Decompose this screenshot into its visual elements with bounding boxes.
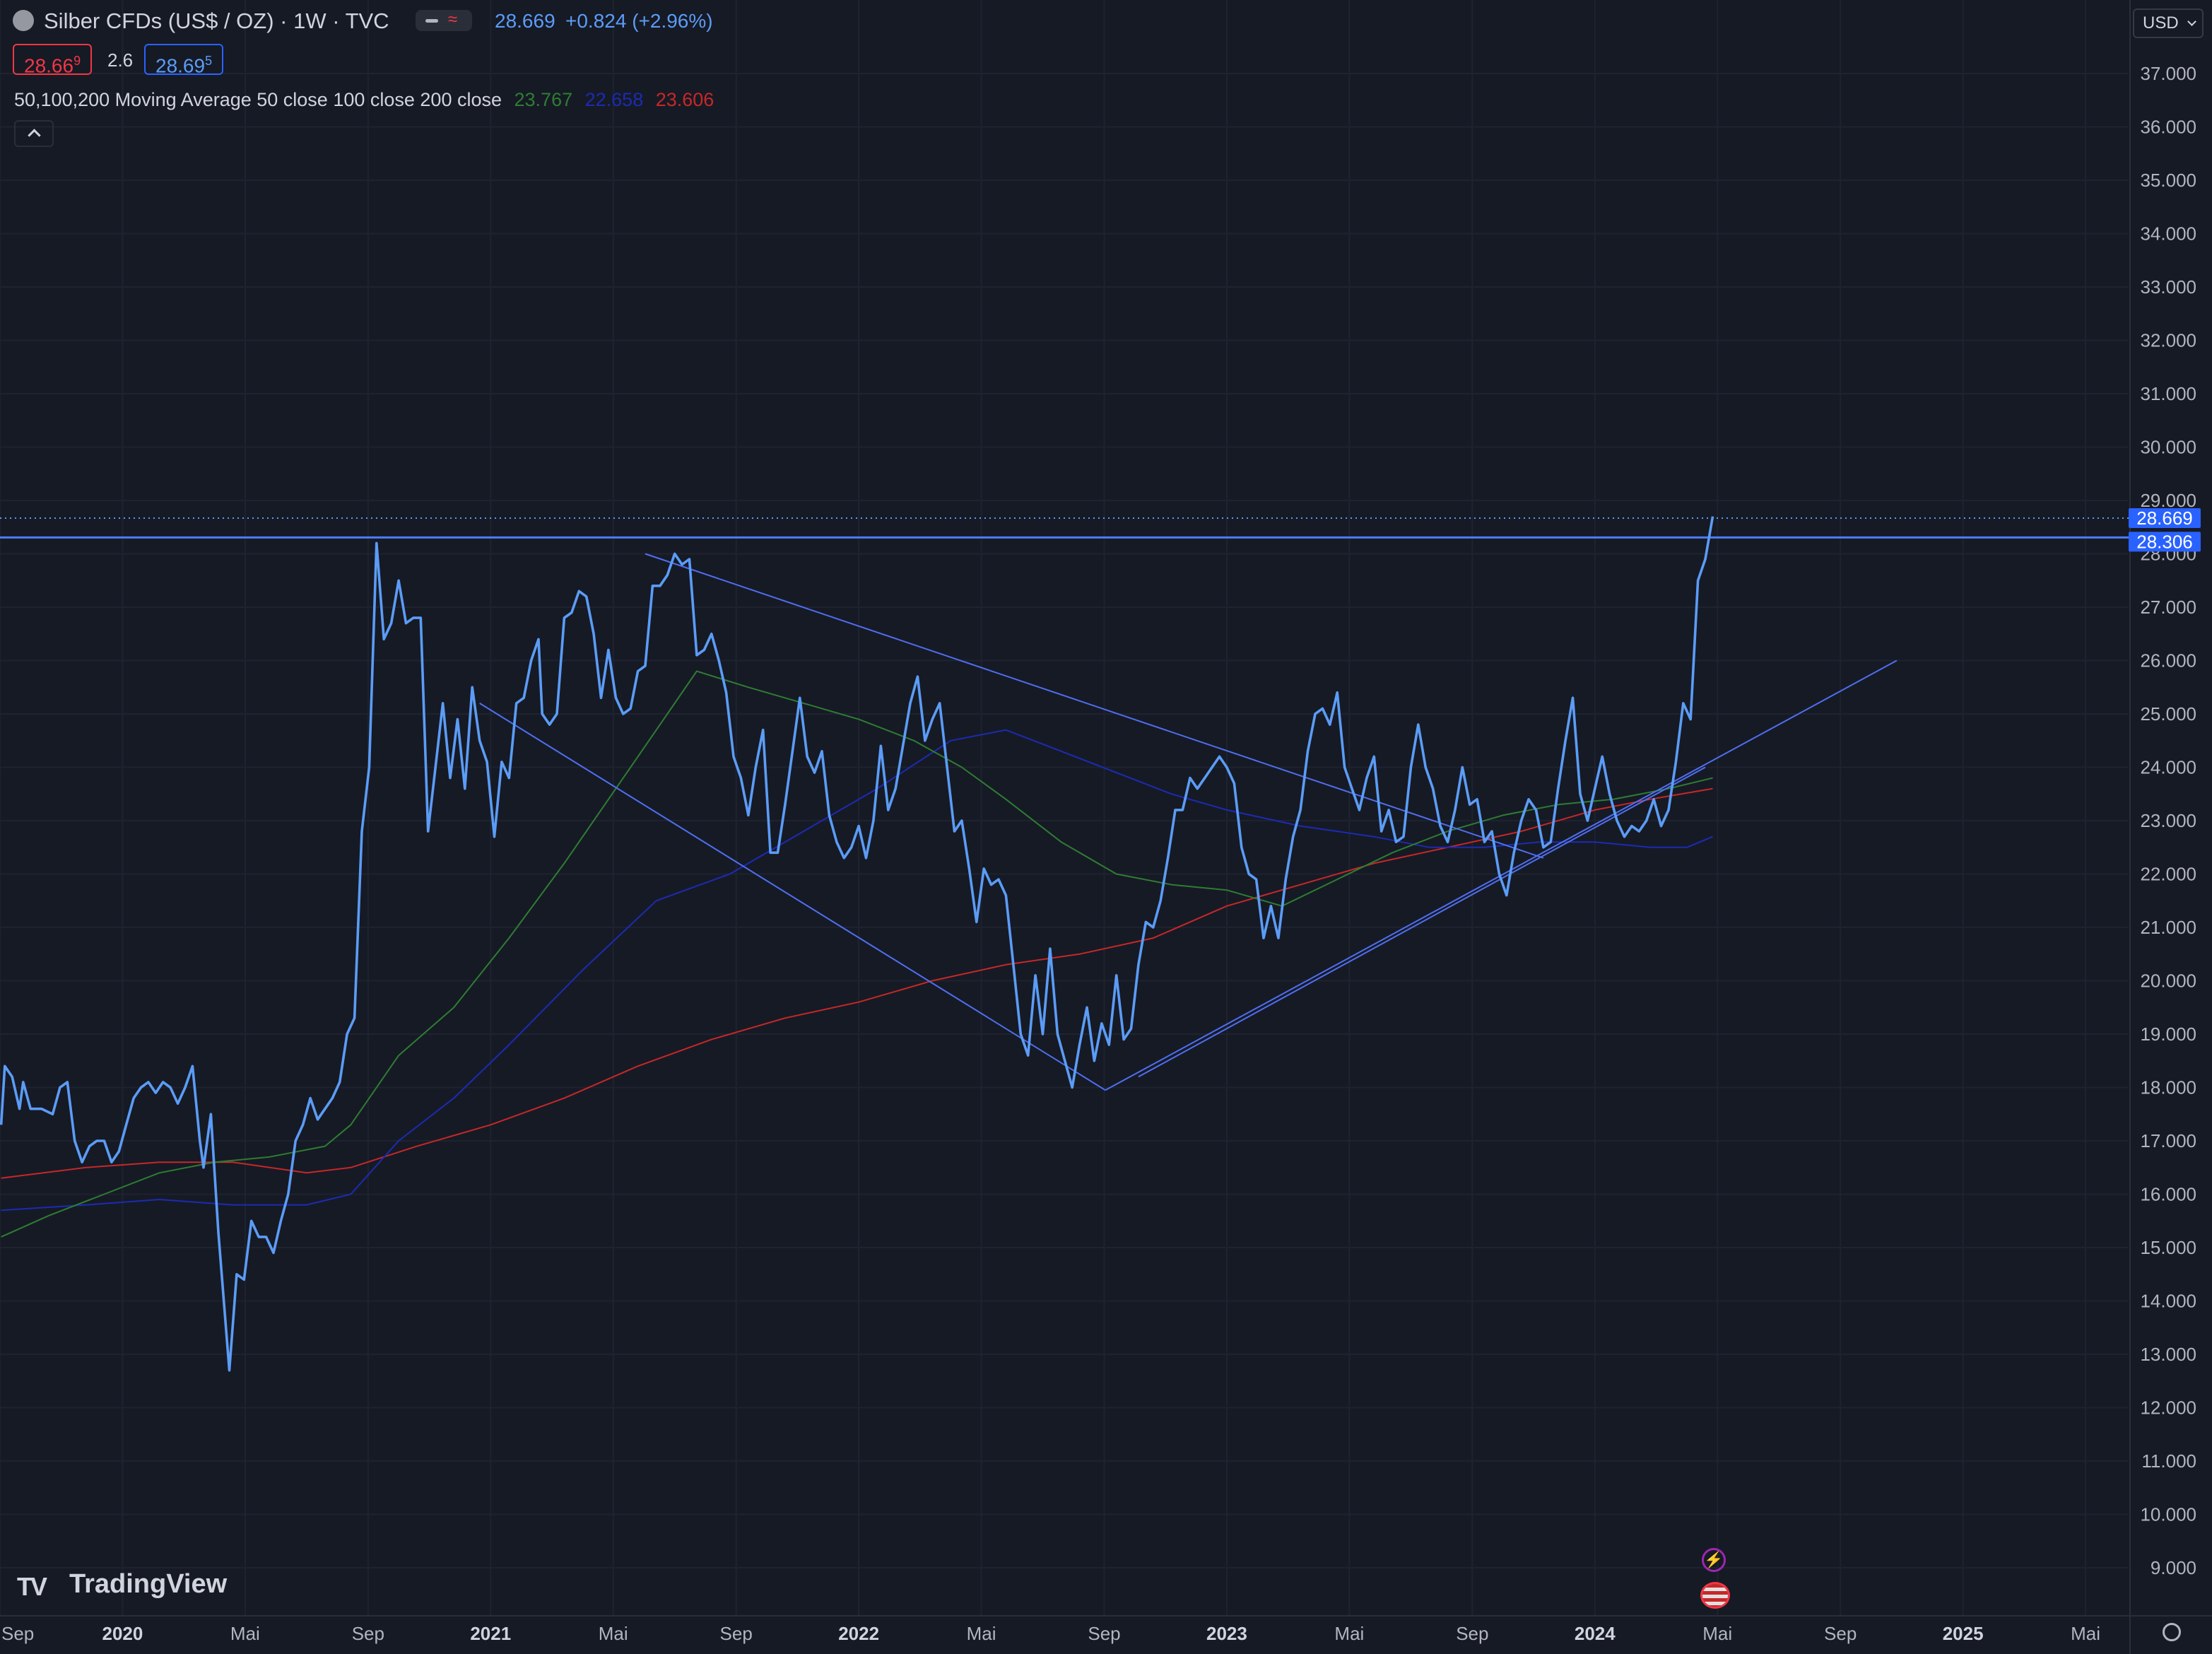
ask-price: 28.69	[155, 54, 206, 77]
price-axis: 9.000 10.000 11.000 12.000 13.000 14.000 15.00…	[2140, 63, 2196, 1578]
y-tick-label: 22.000	[2140, 864, 2196, 885]
x-tick-label: Sep	[1088, 1623, 1120, 1644]
currency-selector[interactable]: USD	[2133, 8, 2204, 38]
y-tick-label: 24.000	[2140, 757, 2196, 778]
symbol-icon[interactable]	[13, 10, 34, 31]
us-flag-icon[interactable]	[1700, 1582, 1730, 1609]
price-label-box	[2129, 508, 2201, 528]
price-label-box	[2129, 532, 2201, 552]
x-tick-label: 2025	[1943, 1623, 1984, 1644]
x-tick-label: Mai	[230, 1623, 260, 1644]
y-tick-label: 37.000	[2140, 63, 2196, 84]
x-tick-label: 2024	[1575, 1623, 1616, 1644]
series-ma-100	[1, 729, 1713, 1212]
x-tick-label: Sep	[352, 1623, 384, 1644]
y-tick-label: 23.000	[2140, 810, 2196, 831]
y-tick-label: 27.000	[2140, 597, 2196, 618]
x-tick-label: Mai	[967, 1623, 996, 1644]
series-rising-trendline-2	[1138, 766, 1706, 1078]
ma50-value: 23.767	[514, 89, 573, 110]
ma200-value: 23.606	[655, 89, 714, 110]
y-tick-label: 11.000	[2141, 1450, 2196, 1472]
bid-price-pip: 9	[73, 54, 81, 68]
visibility-toggle[interactable]: ≈	[416, 10, 472, 31]
chevron-up-icon	[28, 129, 41, 142]
bid-button[interactable]: 28.669	[13, 44, 93, 77]
x-tick-label: Sep	[1, 1623, 34, 1644]
y-tick-label: 9.000	[2151, 1557, 2196, 1578]
x-tick-label: Mai	[599, 1623, 628, 1644]
time-axis: Sep 2020 Mai Sep 2021 Mai Sep 2022 Mai Sep 2023 Mai…	[1, 1623, 2100, 1644]
y-tick-label: 18.000	[2140, 1077, 2196, 1098]
y-tick-label: 35.000	[2140, 170, 2196, 191]
x-tick-label: Mai	[2071, 1623, 2100, 1644]
y-tick-label: 10.000	[2140, 1504, 2196, 1525]
y-tick-label: 30.000	[2140, 437, 2196, 458]
price-label-text: 28.306	[2136, 531, 2193, 552]
gear-icon[interactable]	[2163, 1623, 2181, 1641]
y-tick-label: 17.000	[2140, 1130, 2196, 1151]
last-price: 28.669	[495, 10, 555, 32]
y-tick-label: 29.000	[2140, 490, 2196, 511]
logo-text: TradingView	[69, 1569, 228, 1599]
y-tick-label: 21.000	[2140, 917, 2196, 938]
y-tick-label: 36.000	[2140, 117, 2196, 138]
x-tick-label: 2023	[1206, 1623, 1247, 1644]
symbol-title[interactable]: Silber CFDs (US$ / OZ) · 1W · TVC	[44, 8, 389, 33]
y-tick-label: 26.000	[2140, 650, 2196, 671]
indicator-legend[interactable]: 50,100,200 Moving Average 50 close 100 c…	[14, 89, 714, 111]
series-silber-cfds-us-oz	[0, 516, 1714, 1372]
bid-price: 28.66	[24, 54, 74, 77]
x-tick-label: Mai	[1702, 1623, 1732, 1644]
y-tick-label: 19.000	[2140, 1024, 2196, 1045]
ask-price-pip: 5	[205, 54, 213, 68]
y-tick-label: 31.000	[2140, 383, 2196, 404]
ma100-value: 22.658	[584, 89, 644, 110]
wave-icon: ≈	[448, 10, 458, 29]
collapse-legend-button[interactable]	[14, 120, 54, 147]
lightning-icon[interactable]: ⚡	[1702, 1548, 1726, 1572]
series-upper-trendline	[645, 553, 1544, 859]
y-tick-label: 15.000	[2140, 1237, 2196, 1258]
y-tick-label: 33.000	[2140, 276, 2196, 298]
y-tick-label: 12.000	[2140, 1397, 2196, 1419]
x-tick-label: 2022	[838, 1623, 879, 1644]
chevron-down-icon	[2187, 17, 2196, 26]
x-tick-label: Sep	[1456, 1623, 1488, 1644]
x-tick-label: Mai	[1334, 1623, 1364, 1644]
x-tick-label: 2020	[102, 1623, 143, 1644]
currency-label: USD	[2143, 13, 2179, 33]
price-change: +0.824 (+2.96%)	[565, 10, 713, 32]
eye-icon	[425, 19, 438, 23]
y-tick-label: 34.000	[2140, 223, 2196, 245]
y-tick-label: 20.000	[2140, 970, 2196, 992]
y-tick-label: 16.000	[2140, 1184, 2196, 1205]
series-rising-trendline	[1105, 659, 1898, 1091]
y-tick-label: 14.000	[2140, 1291, 2196, 1312]
y-tick-label: 13.000	[2140, 1344, 2196, 1365]
series-lower-trendline	[479, 703, 1106, 1091]
price-label-text: 28.669	[2136, 508, 2193, 529]
spread-value: 2.6	[107, 49, 134, 71]
y-tick-label: 25.000	[2140, 703, 2196, 725]
tv-logo-icon: TV	[17, 1572, 47, 1601]
series-ma-50	[1, 670, 1713, 1238]
indicator-label: 50,100,200 Moving Average 50 close 100 c…	[14, 89, 502, 110]
series-layer	[0, 516, 2129, 1372]
ask-button[interactable]: 28.695	[144, 44, 224, 77]
x-tick-label: 2021	[470, 1623, 511, 1644]
y-tick-label: 32.000	[2140, 330, 2196, 351]
x-tick-label: Sep	[1824, 1623, 1857, 1644]
x-tick-label: Sep	[720, 1623, 753, 1644]
